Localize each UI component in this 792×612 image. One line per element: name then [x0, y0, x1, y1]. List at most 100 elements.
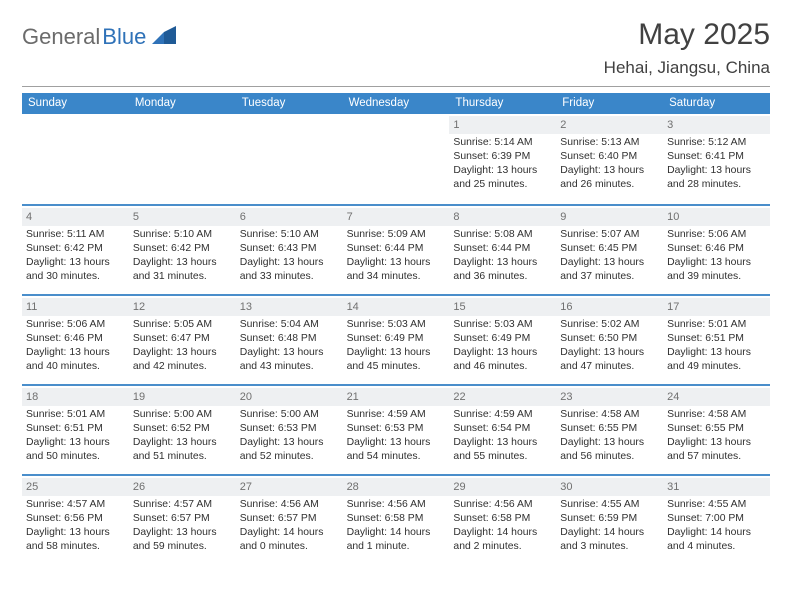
- sunrise-line: Sunrise: 4:58 AM: [667, 408, 766, 422]
- day-number: 25: [22, 478, 129, 496]
- calendar-cell: 29Sunrise: 4:56 AMSunset: 6:58 PMDayligh…: [449, 474, 556, 564]
- sunset-line: Sunset: 6:58 PM: [453, 512, 552, 526]
- header: General Blue May 2025 Hehai, Jiangsu, Ch…: [22, 18, 770, 78]
- daylight-line: Daylight: 13 hours and 55 minutes.: [453, 436, 552, 464]
- sunrise-line: Sunrise: 5:01 AM: [26, 408, 125, 422]
- sunrise-line: Sunrise: 5:03 AM: [347, 318, 446, 332]
- sunrise-line: Sunrise: 5:10 AM: [240, 228, 339, 242]
- calendar-cell: 23Sunrise: 4:58 AMSunset: 6:55 PMDayligh…: [556, 384, 663, 474]
- sunset-line: Sunset: 6:47 PM: [133, 332, 232, 346]
- sunset-line: Sunset: 6:40 PM: [560, 150, 659, 164]
- sunrise-line: Sunrise: 5:10 AM: [133, 228, 232, 242]
- day-number: 4: [22, 208, 129, 226]
- weekday-header: Sunday Monday Tuesday Wednesday Thursday…: [22, 93, 770, 114]
- sunset-line: Sunset: 6:44 PM: [347, 242, 446, 256]
- sunrise-line: Sunrise: 5:11 AM: [26, 228, 125, 242]
- day-number: 29: [449, 478, 556, 496]
- sunset-line: Sunset: 6:52 PM: [133, 422, 232, 436]
- month-title: May 2025: [604, 18, 770, 52]
- day-number: 10: [663, 208, 770, 226]
- day-number: 14: [343, 298, 450, 316]
- brand-part2: Blue: [102, 24, 146, 50]
- calendar-grid: 1Sunrise: 5:14 AMSunset: 6:39 PMDaylight…: [22, 114, 770, 564]
- daylight-line: Daylight: 13 hours and 30 minutes.: [26, 256, 125, 284]
- day-number: 19: [129, 388, 236, 406]
- weekday-wed: Wednesday: [343, 93, 450, 114]
- daylight-line: Daylight: 14 hours and 3 minutes.: [560, 526, 659, 554]
- sunrise-line: Sunrise: 5:13 AM: [560, 136, 659, 150]
- daylight-line: Daylight: 13 hours and 36 minutes.: [453, 256, 552, 284]
- sunrise-line: Sunrise: 5:05 AM: [133, 318, 232, 332]
- sunset-line: Sunset: 6:44 PM: [453, 242, 552, 256]
- calendar-cell: 28Sunrise: 4:56 AMSunset: 6:58 PMDayligh…: [343, 474, 450, 564]
- day-number: 30: [556, 478, 663, 496]
- weekday-fri: Friday: [556, 93, 663, 114]
- calendar-page: General Blue May 2025 Hehai, Jiangsu, Ch…: [0, 0, 792, 574]
- daylight-line: Daylight: 13 hours and 51 minutes.: [133, 436, 232, 464]
- day-number: 2: [556, 116, 663, 134]
- day-number: 12: [129, 298, 236, 316]
- header-divider: [22, 86, 770, 87]
- sunset-line: Sunset: 6:42 PM: [26, 242, 125, 256]
- brand-part1: General: [22, 24, 100, 50]
- daylight-line: Daylight: 13 hours and 46 minutes.: [453, 346, 552, 374]
- sunrise-line: Sunrise: 5:00 AM: [240, 408, 339, 422]
- day-number: 18: [22, 388, 129, 406]
- sunrise-line: Sunrise: 4:56 AM: [347, 498, 446, 512]
- day-number: 6: [236, 208, 343, 226]
- day-number: 5: [129, 208, 236, 226]
- sunrise-line: Sunrise: 4:59 AM: [347, 408, 446, 422]
- weekday-sat: Saturday: [663, 93, 770, 114]
- sunset-line: Sunset: 6:53 PM: [240, 422, 339, 436]
- day-number: 28: [343, 478, 450, 496]
- sunset-line: Sunset: 6:59 PM: [560, 512, 659, 526]
- title-block: May 2025 Hehai, Jiangsu, China: [604, 18, 770, 78]
- calendar-cell: 25Sunrise: 4:57 AMSunset: 6:56 PMDayligh…: [22, 474, 129, 564]
- sunset-line: Sunset: 6:53 PM: [347, 422, 446, 436]
- sunset-line: Sunset: 6:51 PM: [667, 332, 766, 346]
- calendar-cell: 7Sunrise: 5:09 AMSunset: 6:44 PMDaylight…: [343, 204, 450, 294]
- sunrise-line: Sunrise: 4:58 AM: [560, 408, 659, 422]
- sunset-line: Sunset: 6:43 PM: [240, 242, 339, 256]
- sunrise-line: Sunrise: 4:55 AM: [560, 498, 659, 512]
- calendar-cell: 9Sunrise: 5:07 AMSunset: 6:45 PMDaylight…: [556, 204, 663, 294]
- calendar-cell: 16Sunrise: 5:02 AMSunset: 6:50 PMDayligh…: [556, 294, 663, 384]
- calendar-cell: 6 Sunrise: 5:10 AMSunset: 6:43 PMDaylight…: [236, 204, 343, 294]
- day-number: 31: [663, 478, 770, 496]
- sunrise-line: Sunrise: 4:56 AM: [453, 498, 552, 512]
- day-number: 26: [129, 478, 236, 496]
- daylight-line: Daylight: 13 hours and 47 minutes.: [560, 346, 659, 374]
- day-number: 20: [236, 388, 343, 406]
- sunrise-line: Sunrise: 4:55 AM: [667, 498, 766, 512]
- sunrise-line: Sunrise: 5:06 AM: [26, 318, 125, 332]
- daylight-line: Daylight: 13 hours and 58 minutes.: [26, 526, 125, 554]
- day-number: 22: [449, 388, 556, 406]
- day-number: 16: [556, 298, 663, 316]
- sunrise-line: Sunrise: 5:09 AM: [347, 228, 446, 242]
- calendar-cell: 17Sunrise: 5:01 AMSunset: 6:51 PMDayligh…: [663, 294, 770, 384]
- day-number: 11: [22, 298, 129, 316]
- sunset-line: Sunset: 6:56 PM: [26, 512, 125, 526]
- daylight-line: Daylight: 13 hours and 37 minutes.: [560, 256, 659, 284]
- day-number: 27: [236, 478, 343, 496]
- sunrise-line: Sunrise: 5:12 AM: [667, 136, 766, 150]
- sunrise-line: Sunrise: 5:00 AM: [133, 408, 232, 422]
- sunrise-line: Sunrise: 5:06 AM: [667, 228, 766, 242]
- calendar-cell: 8 Sunrise: 5:08 AMSunset: 6:44 PMDaylight…: [449, 204, 556, 294]
- day-number: 8: [449, 208, 556, 226]
- sunrise-line: Sunrise: 5:03 AM: [453, 318, 552, 332]
- daylight-line: Daylight: 13 hours and 33 minutes.: [240, 256, 339, 284]
- calendar-cell-empty: [129, 114, 236, 204]
- daylight-line: Daylight: 13 hours and 39 minutes.: [667, 256, 766, 284]
- calendar-cell-empty: [22, 114, 129, 204]
- sunset-line: Sunset: 6:49 PM: [453, 332, 552, 346]
- calendar-cell: 18Sunrise: 5:01 AMSunset: 6:51 PMDayligh…: [22, 384, 129, 474]
- sunrise-line: Sunrise: 5:14 AM: [453, 136, 552, 150]
- sunset-line: Sunset: 6:49 PM: [347, 332, 446, 346]
- daylight-line: Daylight: 13 hours and 26 minutes.: [560, 164, 659, 192]
- sunrise-line: Sunrise: 5:08 AM: [453, 228, 552, 242]
- sunset-line: Sunset: 6:54 PM: [453, 422, 552, 436]
- daylight-line: Daylight: 14 hours and 4 minutes.: [667, 526, 766, 554]
- brand-mark-icon: [152, 26, 178, 49]
- daylight-line: Daylight: 13 hours and 54 minutes.: [347, 436, 446, 464]
